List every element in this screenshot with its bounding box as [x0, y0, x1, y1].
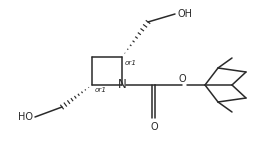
Text: O: O [150, 122, 158, 132]
Text: or1: or1 [125, 60, 137, 66]
Text: N: N [118, 78, 126, 92]
Text: O: O [178, 74, 186, 84]
Text: or1: or1 [95, 87, 107, 93]
Text: HO: HO [18, 112, 33, 122]
Text: OH: OH [177, 9, 192, 19]
